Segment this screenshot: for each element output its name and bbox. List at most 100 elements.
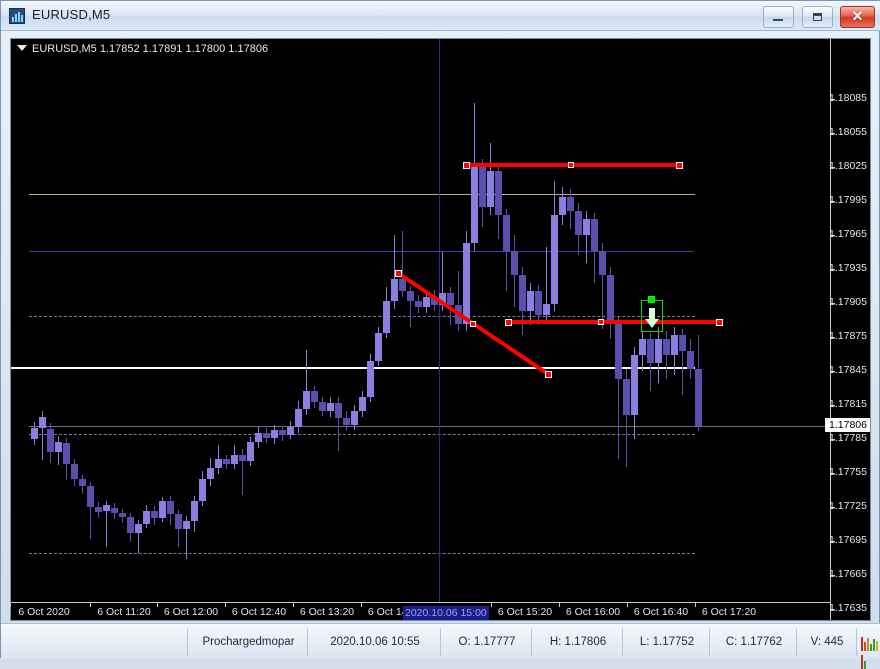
candle-body <box>103 505 110 511</box>
white-level-line[interactable] <box>11 367 695 369</box>
price-label: 1.17965 <box>829 228 867 240</box>
candle-body <box>359 397 366 411</box>
gray-level-line[interactable] <box>29 426 830 427</box>
candle-wick <box>442 252 443 311</box>
status-open: O: 1.17777 <box>458 636 516 648</box>
time-tick <box>361 603 362 607</box>
time-label: 6 Oct 12:40 <box>231 606 287 618</box>
candle-body <box>303 391 310 409</box>
dashed-level-mid[interactable] <box>29 434 695 435</box>
candle-body <box>239 455 246 461</box>
candle-body <box>479 167 486 207</box>
candle-body <box>495 171 502 215</box>
candle-wick <box>42 411 43 460</box>
network-bars-icon <box>861 633 880 669</box>
current-price-label: 1.17806 <box>825 418 870 432</box>
red-support-line[interactable] <box>508 320 719 324</box>
chevron-down-icon[interactable] <box>17 45 27 52</box>
candle-body <box>63 443 70 464</box>
time-tick <box>293 603 294 607</box>
price-tick <box>831 133 835 134</box>
candle-body <box>399 279 406 291</box>
candle-body <box>655 339 662 363</box>
status-datetime: 2020.10.06 10:55 <box>330 636 420 648</box>
candle-body <box>375 333 382 361</box>
candle-body <box>639 339 646 355</box>
time-tick <box>627 603 628 607</box>
candle-body <box>407 291 414 301</box>
candle-body <box>679 335 686 351</box>
time-axis[interactable]: 6 Oct 2020 6 Oct 11:20 6 Oct 12:00 6 Oct 12… <box>10 602 830 620</box>
arrow-head-icon <box>645 319 659 328</box>
candle-body <box>223 459 230 464</box>
candle-body <box>471 167 478 243</box>
time-label: 6 Oct 16:00 <box>565 606 621 618</box>
blue-level-line[interactable] <box>29 251 694 252</box>
candle-body <box>111 508 118 513</box>
red-descending-trendline-anchor[interactable] <box>395 270 402 277</box>
price-tick <box>831 541 835 542</box>
candle-body <box>487 171 494 207</box>
dashed-level-lower[interactable] <box>29 553 695 554</box>
minimize-button[interactable] <box>763 6 795 28</box>
candle-body <box>431 297 438 305</box>
candle-body <box>519 275 526 311</box>
candle-body <box>367 361 374 397</box>
candle-body <box>631 355 638 415</box>
red-support-line-anchor[interactable] <box>598 319 604 325</box>
red-resistance-line-anchor[interactable] <box>676 162 683 169</box>
price-tick <box>831 473 835 474</box>
tan-level-line[interactable] <box>29 194 695 195</box>
price-tick <box>831 507 835 508</box>
time-label: 6 Oct 2020 <box>18 606 70 618</box>
time-tick <box>225 603 226 607</box>
red-support-line-anchor[interactable] <box>505 319 512 326</box>
candle-body <box>663 339 670 355</box>
dashed-level-upper[interactable] <box>29 316 695 317</box>
red-descending-trendline-anchor[interactable] <box>545 371 552 378</box>
red-descending-trendline-anchor[interactable] <box>470 321 476 327</box>
price-label: 1.17815 <box>829 398 867 410</box>
time-label: 6 Oct 15:20 <box>497 606 553 618</box>
crosshair-time-label: 2020.10.06 15:00 <box>403 606 489 620</box>
close-button[interactable]: ✕ <box>840 6 875 28</box>
crosshair-vertical-line[interactable] <box>439 39 440 602</box>
candle-body <box>55 442 62 452</box>
price-tick <box>831 99 835 100</box>
candle-body <box>535 291 542 315</box>
candle-body <box>551 215 558 304</box>
price-label: 1.17905 <box>829 296 867 308</box>
candle-body <box>327 403 334 411</box>
candle-body <box>287 427 294 435</box>
candle-body <box>335 403 342 418</box>
chart-plot-area[interactable]: EURUSD,M5 1.17852 1.17891 1.17800 1.1780… <box>11 39 830 602</box>
price-label: 1.17995 <box>829 194 867 206</box>
candle-body <box>511 251 518 275</box>
red-resistance-line-anchor[interactable] <box>568 162 574 168</box>
candle-body <box>151 511 158 518</box>
price-axis[interactable]: 1.18085 1.18055 1.18025 1.17995 1.17965 1.179… <box>825 39 870 620</box>
red-support-line-anchor[interactable] <box>716 319 723 326</box>
candle-body <box>279 430 286 435</box>
price-label: 1.17755 <box>829 466 867 478</box>
candle-wick <box>586 211 587 263</box>
price-label: 1.17845 <box>829 364 867 376</box>
price-tick <box>831 337 835 338</box>
chart-canvas[interactable]: EURUSD,M5 1.17852 1.17891 1.17800 1.1780… <box>10 38 871 621</box>
price-label: 1.18055 <box>829 126 867 138</box>
time-tick <box>10 603 11 607</box>
candle-wick <box>546 247 547 321</box>
candle-body <box>591 219 598 251</box>
red-resistance-line-anchor[interactable] <box>463 162 470 169</box>
candle-body <box>295 409 302 427</box>
candle-body <box>447 293 454 305</box>
candle-body <box>423 297 430 307</box>
time-label: 6 Oct 17:20 <box>701 606 757 618</box>
candle-body <box>95 507 102 512</box>
selection-handle[interactable] <box>648 296 655 303</box>
time-label: 6 Oct 16:40 <box>633 606 689 618</box>
maximize-button[interactable] <box>801 6 833 28</box>
candle-body <box>263 433 270 438</box>
price-tick <box>831 575 835 576</box>
candle-body <box>671 335 678 355</box>
